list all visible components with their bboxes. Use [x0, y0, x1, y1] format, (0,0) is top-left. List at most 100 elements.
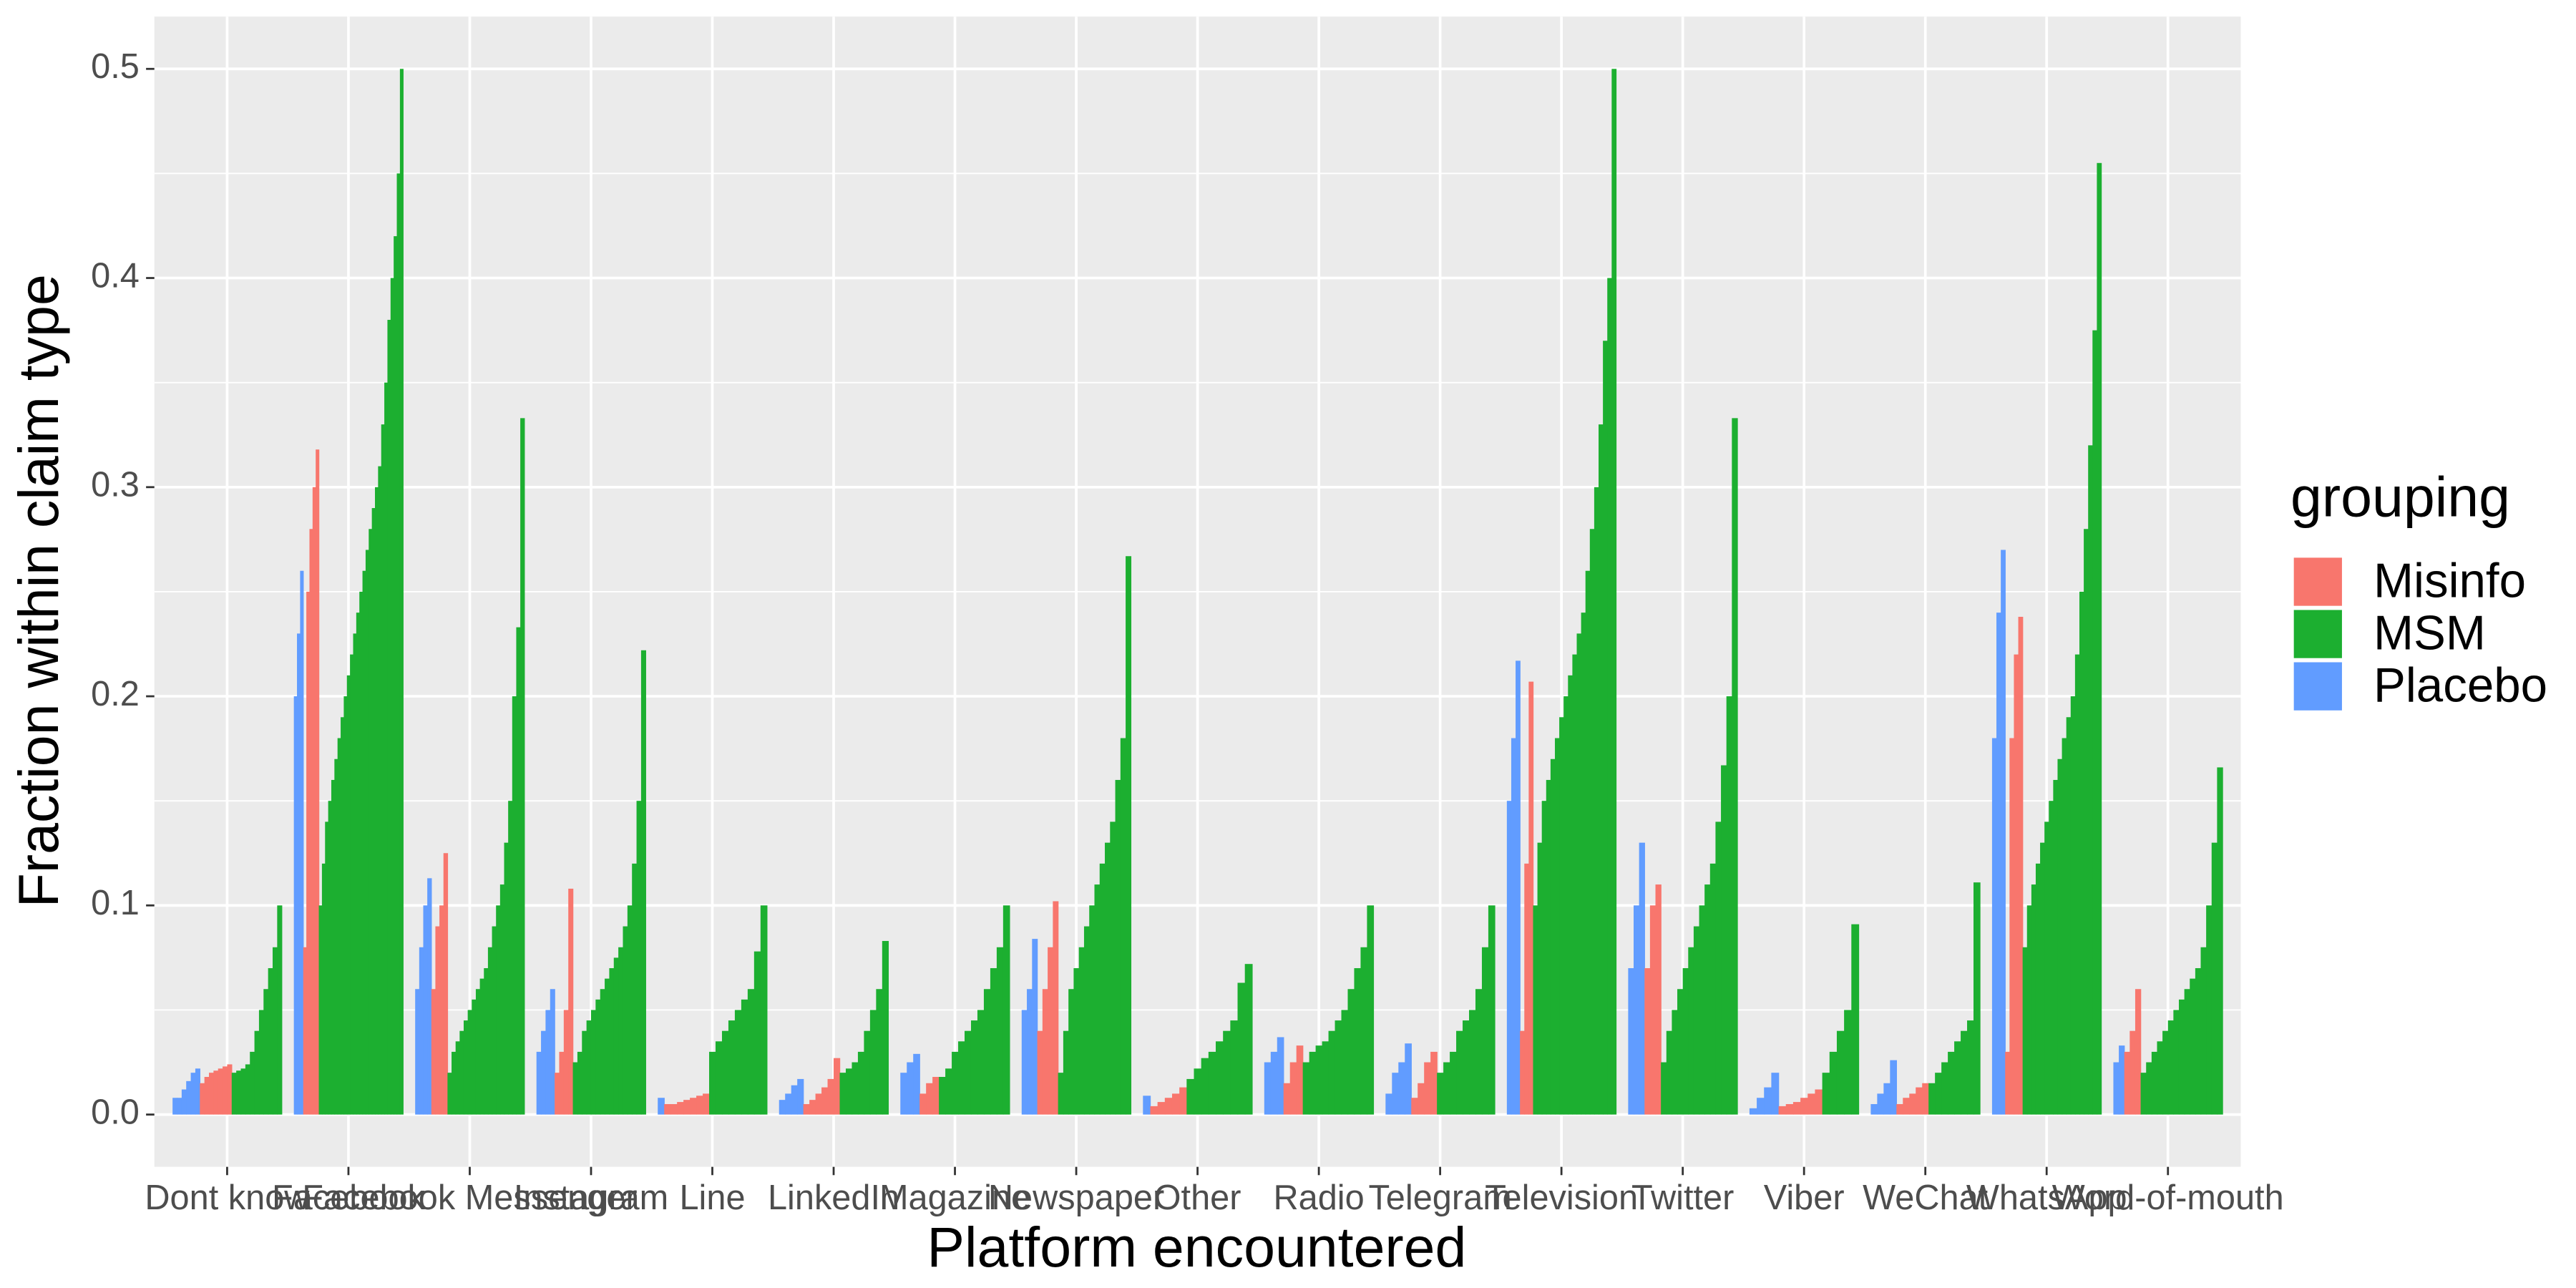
- bar: [1002, 905, 1010, 1115]
- bar: [1572, 654, 1578, 1115]
- bar: [2092, 330, 2098, 1115]
- bar: [1726, 696, 1733, 1115]
- legend-key: [2293, 662, 2342, 711]
- bar: [1179, 1087, 1188, 1115]
- x-tick-label: Facebook: [272, 1179, 426, 1217]
- bar: [356, 613, 360, 1115]
- bar: [582, 1030, 587, 1115]
- bar: [952, 1051, 959, 1115]
- bar: [312, 487, 316, 1115]
- bar: [1546, 779, 1551, 1115]
- bar: [1053, 901, 1059, 1115]
- x-tick-label: Word-of-mouth: [2052, 1179, 2284, 1217]
- bar: [387, 319, 391, 1115]
- bar: [492, 926, 497, 1115]
- bar: [306, 591, 311, 1115]
- x-tick-label: Magazine: [879, 1179, 1030, 1217]
- bar: [1778, 1106, 1787, 1115]
- bar: [309, 529, 313, 1115]
- bar: [2097, 162, 2102, 1115]
- bar: [209, 1073, 215, 1115]
- bar: [303, 947, 307, 1115]
- bar: [227, 1064, 233, 1115]
- bar: [1335, 1020, 1342, 1115]
- bar: [605, 978, 610, 1115]
- bar: [1469, 1010, 1476, 1115]
- legend-label: MSM: [2373, 606, 2486, 660]
- bar: [803, 1103, 810, 1115]
- bar: [1771, 1073, 1780, 1115]
- bar: [1677, 989, 1684, 1115]
- bar: [2014, 654, 2019, 1115]
- bar: [1607, 278, 1613, 1115]
- bar: [1699, 905, 1705, 1115]
- bar: [499, 884, 505, 1115]
- bar: [1541, 801, 1547, 1115]
- bar: [236, 1070, 242, 1115]
- bar: [2066, 717, 2072, 1115]
- bar: [1289, 1062, 1297, 1115]
- bar: [1186, 1078, 1195, 1115]
- bar: [479, 978, 484, 1115]
- bar: [882, 941, 889, 1115]
- x-tick-label: Television: [1485, 1179, 1638, 1217]
- bar: [852, 1062, 859, 1115]
- bar: [715, 1041, 723, 1115]
- bar: [1666, 1030, 1673, 1115]
- bars: [172, 69, 2223, 1115]
- legend-title: grouping: [2290, 465, 2510, 528]
- x-tick-label: Other: [1154, 1179, 1241, 1217]
- bar: [1037, 1030, 1043, 1115]
- bar: [2113, 1062, 2119, 1115]
- bar: [590, 1010, 597, 1115]
- bar: [1568, 675, 1574, 1115]
- bar: [1099, 863, 1106, 1115]
- bar: [419, 947, 424, 1115]
- bar: [791, 1085, 798, 1115]
- bar: [1563, 696, 1568, 1115]
- bar: [2079, 591, 2084, 1115]
- bar: [508, 801, 513, 1115]
- bar: [664, 1103, 671, 1115]
- bar: [747, 989, 755, 1115]
- bar: [586, 1020, 592, 1115]
- bar: [1360, 947, 1368, 1115]
- bar: [1974, 882, 1981, 1115]
- bar: [869, 1010, 877, 1115]
- bar: [1456, 1030, 1463, 1115]
- bar: [1208, 1051, 1216, 1115]
- bar: [1764, 1087, 1772, 1115]
- x-tick-label: Newspaper: [988, 1179, 1164, 1217]
- bar: [864, 1030, 871, 1115]
- bar: [390, 278, 394, 1115]
- bar: [1424, 1062, 1431, 1115]
- bar: [1589, 529, 1595, 1115]
- bar: [1709, 863, 1717, 1115]
- bar: [1844, 1010, 1852, 1115]
- x-tick-label: Telegram: [1368, 1179, 1511, 1217]
- bar: [2151, 1051, 2158, 1115]
- bar: [487, 947, 493, 1115]
- bar: [703, 1093, 710, 1115]
- bar: [321, 863, 326, 1115]
- bar: [1194, 1068, 1202, 1115]
- bar: [1073, 968, 1080, 1115]
- bar: [550, 989, 555, 1115]
- bar: [1385, 1093, 1393, 1115]
- bar: [857, 1051, 865, 1115]
- bar: [2035, 863, 2041, 1115]
- bar: [346, 675, 351, 1115]
- bar: [1296, 1045, 1304, 1115]
- bar: [1829, 1051, 1838, 1115]
- bar: [341, 717, 345, 1115]
- bar: [1115, 779, 1121, 1115]
- bar: [1283, 1083, 1291, 1115]
- bar: [396, 173, 401, 1115]
- bar: [683, 1100, 691, 1115]
- bar: [970, 1020, 978, 1115]
- bar: [563, 1010, 569, 1115]
- bar: [1528, 681, 1534, 1115]
- bar: [1488, 905, 1496, 1115]
- legend-label: Placebo: [2373, 658, 2547, 712]
